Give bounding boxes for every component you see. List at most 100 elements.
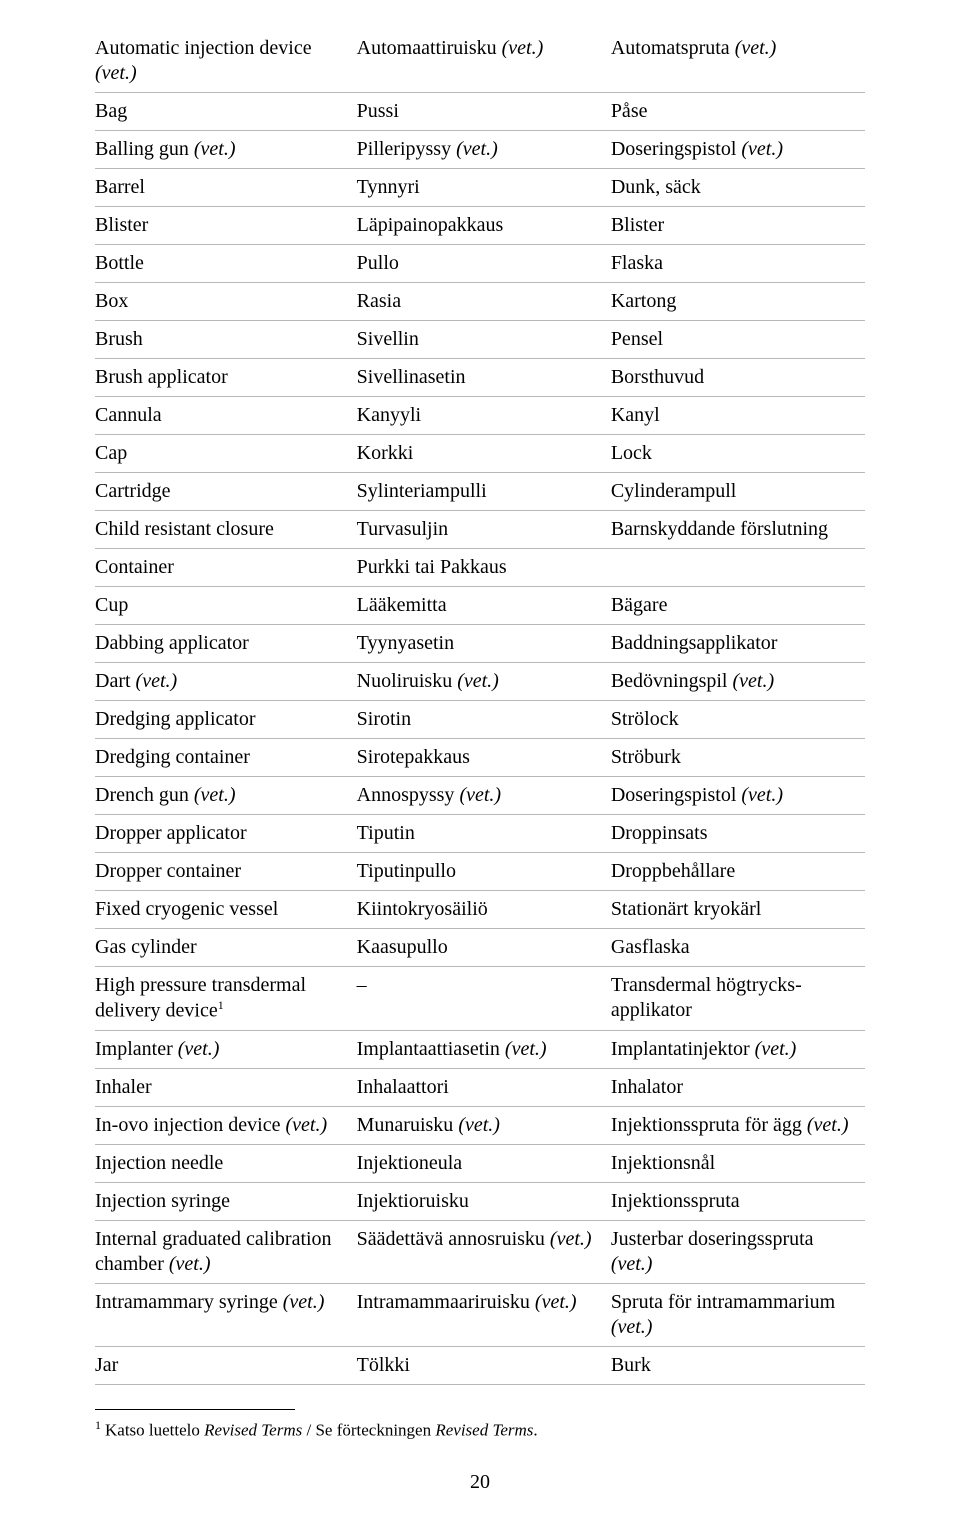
cell-text: Injektionsspruta [611,1190,740,1212]
table-cell: Sivellinasetin [357,359,611,397]
table-cell: Tölkki [357,1346,611,1384]
cell-text: Sirotin [357,708,411,730]
cell-text: Implantatinjektor [611,1038,755,1060]
cell-text: Kanyyli [357,404,421,426]
table-row: ContainerPurkki tai Pakkaus [95,549,865,587]
table-cell: Injection needle [95,1144,357,1182]
table-row: BoxRasiaKartong [95,283,865,321]
table-cell: Cartridge [95,473,357,511]
cell-text: Bottle [95,252,144,274]
table-cell: Brush [95,321,357,359]
table-row: Dredging applicator Sirotin Strölock [95,701,865,739]
cell-text: Transdermal högtrycks­applikator [611,974,802,1021]
document-page: Automatic injection device (vet.)Automaa… [0,0,960,1534]
table-cell: Automatic injection device (vet.) [95,30,357,93]
table-cell: Child resistant closure [95,511,357,549]
table-row: Cap KorkkiLock [95,435,865,473]
table-cell: Tyynyasetin [357,625,611,663]
cell-text: Flaska [611,252,663,274]
cell-text: Lock [611,442,652,464]
cell-text: Justerbar doseringsspruta [611,1228,814,1250]
table-cell: Kanyl [611,397,865,435]
table-row: Automatic injection device (vet.)Automaa… [95,30,865,93]
table-cell: Injection syringe [95,1182,357,1220]
cell-italic: (vet.) [535,1291,577,1313]
cell-text: Cylinderampull [611,480,737,502]
table-cell: Transdermal högtrycks­applikator [611,967,865,1031]
cell-text: – [357,974,367,996]
cell-text: Baddningsapplikator [611,632,778,654]
cell-text: Implanter [95,1038,178,1060]
cell-text: Cannula [95,404,162,426]
cell-text: Automatic injection device [95,37,312,59]
cell-italic: (vet.) [457,670,499,692]
footnote-text-after: . [533,1420,537,1439]
cell-text: Inhalaattori [357,1076,449,1098]
table-cell: Lock [611,435,865,473]
cell-text: Cap [95,442,127,464]
cell-text: Intramammaariruisku [357,1291,535,1313]
terminology-table: Automatic injection device (vet.)Automaa… [95,30,865,1385]
table-cell: Sirotin [357,701,611,739]
cell-text: Pensel [611,328,663,350]
table-row: BlisterLäpipainopakkausBlister [95,207,865,245]
table-row: InhalerInhalaattoriInhalator [95,1068,865,1106]
cell-italic: (vet.) [95,62,137,84]
table-row: BarrelTynnyriDunk, säck [95,169,865,207]
cell-text: Drench gun [95,784,194,806]
cell-text: Dabbing applicator [95,632,249,654]
table-cell: Dart (vet.) [95,663,357,701]
cell-text: Strölock [611,708,679,730]
cell-text: Bägare [611,594,668,616]
table-row: Dropper applicatorTiputinDroppinsats [95,815,865,853]
cell-text: Tölkki [357,1354,410,1376]
table-row: In-ovo injection device (vet.)Munaruisku… [95,1106,865,1144]
cell-text: Barrel [95,176,145,198]
footnote-text-italic1: Revised Terms [204,1420,302,1439]
cell-italic: (vet.) [755,1038,797,1060]
table-cell: Injektioruisku [357,1182,611,1220]
table-row: Gas cylinder KaasupulloGasflaska [95,929,865,967]
cell-text: Brush [95,328,143,350]
table-cell: Blister [95,207,357,245]
footnote-text-before: Katso luettelo [105,1420,204,1439]
table-cell: Spruta för intramammarium (vet.) [611,1283,865,1346]
cell-text: Gas cylinder [95,936,197,958]
cell-text: Pullo [357,252,399,274]
cell-text: Brush applicator [95,366,228,388]
table-cell: Box [95,283,357,321]
cell-text: Gasflaska [611,936,690,958]
cell-italic: (vet.) [807,1114,849,1136]
table-cell: Bottle [95,245,357,283]
table-cell: Kaasupullo [357,929,611,967]
table-cell: Automaattiruisku (vet.) [357,30,611,93]
cell-text: Tiputin [357,822,415,844]
cell-text: Dredging applicator [95,708,256,730]
table-cell: Kanyyli [357,397,611,435]
cell-italic: (vet.) [169,1253,211,1275]
cell-text: Stationärt kryokärl [611,898,762,920]
cell-text: Sivellinasetin [357,366,466,388]
table-cell: Intramammary syringe (vet.) [95,1283,357,1346]
table-cell: Korkki [357,435,611,473]
table-row: Balling gun (vet.)Pilleripyssy (vet.)Dos… [95,131,865,169]
table-row: Dropper containerTiputinpulloDroppbehåll… [95,853,865,891]
table-row: Drench gun (vet.)Annospyssy (vet.)Doseri… [95,777,865,815]
table-cell: Droppinsats [611,815,865,853]
table-cell: Drench gun (vet.) [95,777,357,815]
cell-text: Fixed cryogenic vessel [95,898,278,920]
table-row: Intramammary syringe (vet.)Intramammaari… [95,1283,865,1346]
cell-text: Injektioruisku [357,1190,469,1212]
table-row: Dabbing applicator TyynyasetinBaddningsap… [95,625,865,663]
cell-text: Tynnyri [357,176,420,198]
table-row: Fixed cryogenic vesselKiintokryosäiliöSt… [95,891,865,929]
table-cell: Implantaattiasetin (vet.) [357,1030,611,1068]
table-cell: Container [95,549,357,587]
cell-text: Injektionsnål [611,1152,715,1174]
cell-text: Injektioneula [357,1152,463,1174]
table-cell: Lääkemitta [357,587,611,625]
table-cell: Dropper container [95,853,357,891]
table-row: Child resistant closureTurvasuljinBarnsk… [95,511,865,549]
table-cell: Pullo [357,245,611,283]
table-cell: Automatspruta (vet.) [611,30,865,93]
